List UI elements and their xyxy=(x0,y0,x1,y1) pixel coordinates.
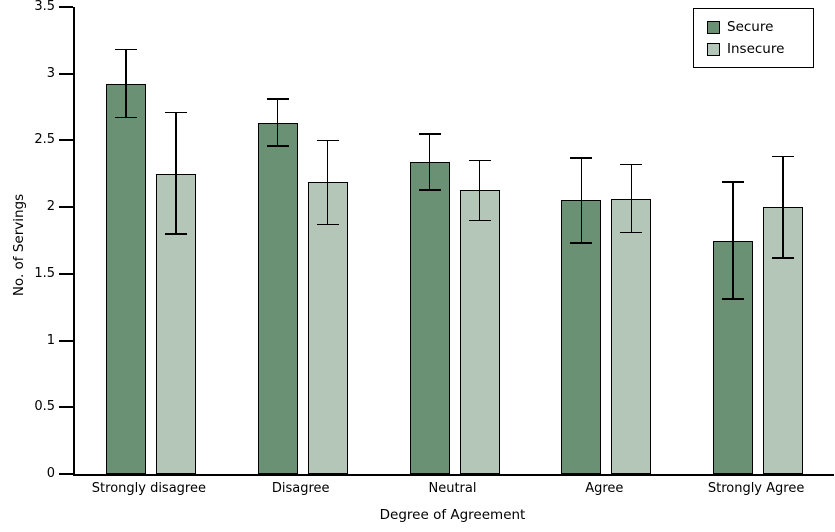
y-tick-mark xyxy=(59,339,73,342)
error-bar-cap xyxy=(164,111,187,114)
error-bar-line xyxy=(175,112,177,234)
error-bar-cap xyxy=(164,233,187,235)
error-bar-cap xyxy=(114,48,137,51)
x-category-label: Disagree xyxy=(271,481,330,496)
error-bar-cap xyxy=(722,181,745,183)
error-bar-cap xyxy=(418,189,441,191)
bar-secure-1 xyxy=(105,84,146,474)
error-bar-line xyxy=(732,181,734,300)
error-bar-cap xyxy=(418,133,441,135)
bar-insecure-4 xyxy=(611,199,652,474)
error-bar-line xyxy=(326,140,329,225)
error-bar-cap xyxy=(266,145,289,147)
plot-area: 0 0.5 1 1.5 2 2.5 3 3.5 xyxy=(34,0,834,481)
error-bar-line xyxy=(580,157,583,244)
error-bar-line xyxy=(478,160,481,221)
y-tick-label: 1 xyxy=(46,332,55,348)
bar-insecure-3 xyxy=(459,189,500,474)
error-bar-line xyxy=(630,164,633,233)
x-category-label: Neutral xyxy=(428,481,477,496)
y-tick-mark xyxy=(59,406,73,409)
bar-secure-2 xyxy=(257,123,298,474)
legend-swatch-secure-icon xyxy=(707,21,720,34)
error-bar-cap xyxy=(570,157,593,159)
error-bar-cap xyxy=(620,231,643,234)
error-bar-line xyxy=(125,49,127,118)
bar-insecure-2 xyxy=(307,181,348,474)
y-tick-mark xyxy=(59,72,73,75)
error-bar-line xyxy=(428,133,431,190)
error-bar-cap xyxy=(620,163,643,166)
error-bar-cap xyxy=(468,219,491,222)
legend: Secure Insecure xyxy=(693,8,814,68)
bar-secure-3 xyxy=(409,161,450,474)
legend-item-secure: Secure xyxy=(707,19,813,36)
y-tick-mark xyxy=(59,139,73,142)
error-bar-cap xyxy=(722,298,745,300)
y-tick-mark xyxy=(59,272,73,275)
legend-swatch-insecure-icon xyxy=(707,43,720,56)
y-tick-label: 2.5 xyxy=(34,132,55,148)
y-tick-label: 3.5 xyxy=(34,0,55,14)
error-bar-cap xyxy=(266,98,289,100)
y-tick-label: 1.5 xyxy=(34,265,55,281)
y-tick-mark xyxy=(59,206,73,209)
x-axis-title: Degree of Agreement xyxy=(379,507,526,523)
error-bar-cap xyxy=(772,155,795,158)
legend-label-secure: Secure xyxy=(727,19,774,35)
y-tick-mark xyxy=(59,6,73,9)
error-bar-cap xyxy=(468,159,491,162)
y-tick-label: 0 xyxy=(46,466,55,481)
error-bar-cap xyxy=(114,116,137,119)
error-bar-cap xyxy=(316,223,339,226)
y-tick-label: 0.5 xyxy=(34,399,55,415)
y-tick-label: 3 xyxy=(46,65,55,81)
error-bar-cap xyxy=(570,242,593,244)
bar-secure-4 xyxy=(561,200,602,474)
x-category-label: Agree xyxy=(585,481,624,496)
bar-insecure-5 xyxy=(763,207,804,474)
error-bar-cap xyxy=(316,139,339,142)
legend-item-insecure: Insecure xyxy=(707,41,813,58)
x-category-label: Strongly Agree xyxy=(707,481,805,496)
legend-label-insecure: Insecure xyxy=(727,41,785,57)
error-bar-line xyxy=(782,156,784,258)
error-bar-cap xyxy=(772,257,795,259)
y-tick-mark xyxy=(59,473,73,475)
error-bar-line xyxy=(276,99,279,146)
x-category-label: Strongly disagree xyxy=(91,481,206,496)
y-tick-label: 2 xyxy=(46,199,55,215)
